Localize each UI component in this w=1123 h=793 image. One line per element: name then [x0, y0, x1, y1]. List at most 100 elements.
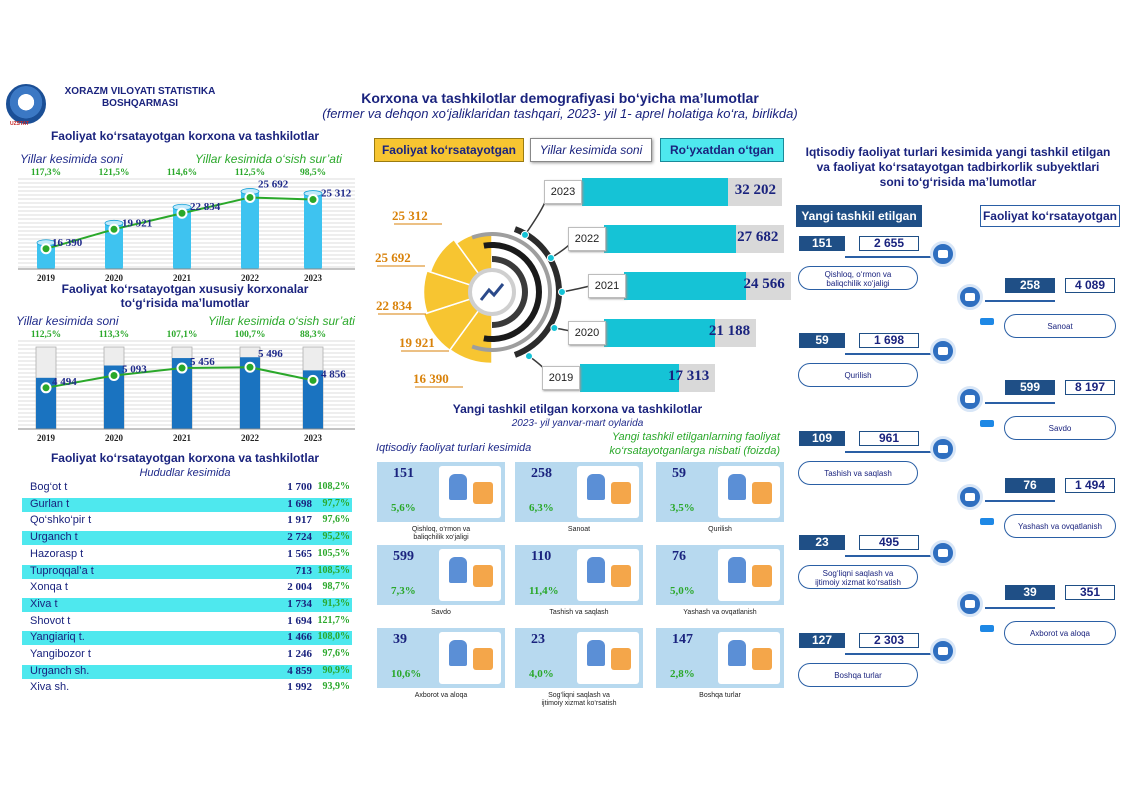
industry-icon — [930, 436, 956, 462]
region-pct: 93,9% — [322, 681, 351, 693]
active-total-box: 8 197 — [1065, 380, 1115, 395]
card-count: 59 — [672, 466, 686, 481]
industry-icon — [930, 638, 956, 664]
connector-line — [845, 451, 935, 453]
bar — [303, 370, 323, 429]
connector-dot — [558, 288, 566, 296]
category-card: 39 10,6% — [377, 628, 505, 688]
connector-marker — [980, 420, 994, 427]
active-right-note: Yillar kesimida o‘sish sur’ati — [195, 152, 342, 166]
industry-label[interactable]: Qurilish — [798, 363, 918, 387]
trend-point — [40, 382, 52, 394]
growth-label: 113,3% — [99, 330, 129, 340]
region-value: 1 700 — [287, 481, 312, 493]
region-pct: 90,9% — [322, 664, 351, 676]
trend-point — [176, 362, 188, 374]
category-illustration-icon — [439, 466, 501, 518]
new-left-note: Iqtisodiy faoliyat turlari kesimida — [376, 442, 532, 454]
industry-label[interactable]: Tashish va saqlash — [798, 461, 918, 485]
active-total-box: 4 089 — [1065, 278, 1115, 293]
industry-label[interactable]: Axborot va aloqa — [1004, 621, 1116, 645]
active-enterprises-chart: 16 390 117,3% 2019 19 921 121,5% 2020 22 834 11… — [18, 168, 355, 283]
trend-point — [307, 194, 319, 206]
card-label: Qishloq, o‘rmon va — [411, 526, 471, 533]
region-pct: 108,0% — [317, 631, 351, 643]
value-label: 4 494 — [52, 376, 77, 388]
tab-registered[interactable]: Ro‘yxatdan o‘tgan — [660, 138, 784, 162]
value-label: 22 834 — [190, 201, 221, 213]
card-count: 151 — [393, 466, 414, 481]
connector-marker — [980, 518, 994, 525]
new-count-badge: 109 — [799, 431, 845, 446]
active-total-box: 2 655 — [859, 236, 919, 251]
industry-label-line: Tashish va saqlash — [824, 469, 892, 478]
region-value: 1 246 — [287, 648, 312, 660]
category-illustration-icon — [439, 632, 501, 684]
region-row: Qo‘shko‘pir t 1 917 97,6% — [22, 514, 352, 528]
region-name: Tuproqqal’a t — [30, 564, 94, 577]
industry-label-line: Qurilish — [844, 371, 872, 380]
region-name: Hazorasp t — [30, 547, 84, 560]
private-left-note: Yillar kesimida soni — [16, 314, 119, 328]
region-name: Xiva t — [30, 597, 58, 610]
registered-bar-fill — [604, 319, 716, 347]
growth-label: 98,5% — [300, 168, 326, 178]
private-chart-title-2: to‘g‘risida ma’lumotlar — [120, 296, 250, 310]
region-pct: 97,7% — [322, 497, 351, 509]
active-total-box: 961 — [859, 431, 919, 446]
category-card: 599 7,3% — [377, 545, 505, 605]
card-count: 110 — [531, 549, 552, 564]
industry-label[interactable]: Qishloq, o‘rmon va baliqchilik xo‘jaligi — [798, 266, 918, 290]
region-value: 1 466 — [287, 631, 312, 644]
new-count-badge: 23 — [799, 535, 845, 550]
region-pct: 97,6% — [322, 514, 351, 526]
registered-year: 2019 — [542, 366, 580, 390]
connector-line — [985, 300, 1055, 302]
industry-label[interactable]: Savdo — [1004, 416, 1116, 440]
new-count-badge: 39 — [1005, 585, 1055, 600]
region-name: Bog‘ot t — [30, 481, 68, 493]
region-name: Yangiariq t. — [30, 631, 85, 644]
tab-years[interactable]: Yillar kesimida soni — [530, 138, 652, 162]
regions-subtitle: Hududlar kesimida — [139, 467, 231, 479]
region-pct: 108,5% — [317, 564, 351, 576]
card-count: 76 — [672, 549, 686, 564]
industry-label[interactable]: Sanoat — [1004, 314, 1116, 338]
region-row: Urganch t 2 724 95,2% — [22, 531, 352, 546]
new-count-badge: 127 — [799, 633, 845, 648]
value-label: 4 856 — [321, 368, 346, 380]
registered-year: 2022 — [568, 227, 606, 251]
industry-icon — [957, 591, 983, 617]
bar — [36, 377, 56, 429]
page-title: Korxona va tashkilotlar demografiyasi bo… — [361, 90, 759, 106]
card-label: Yashash va ovqatlanish — [683, 609, 757, 616]
industry-label[interactable]: Sog‘liqni saqlash va ijtimoiy xizmat ko‘r… — [798, 565, 918, 589]
tab-active[interactable]: Faoliyat ko‘rsatayotgan — [374, 138, 524, 162]
industry-label[interactable]: Yashash va ovqatlanish — [1004, 514, 1116, 538]
new-count-badge: 151 — [799, 236, 845, 251]
active-total-box: 351 — [1065, 585, 1115, 600]
connector-line — [985, 402, 1055, 404]
connector-line — [985, 500, 1055, 502]
bar — [304, 193, 322, 269]
industry-label-line: Sog‘liqni saqlash va — [822, 569, 894, 578]
registered-value: 24 566 — [743, 276, 785, 292]
right-tab-active[interactable]: Faoliyat ko‘rsatayotgan — [980, 205, 1120, 227]
registered-value: 32 202 — [734, 182, 776, 198]
registered-bar: 21 188 — [604, 319, 757, 347]
industry-icon — [930, 241, 956, 267]
region-value: 4 859 — [287, 664, 312, 677]
region-name: Gurlan t — [30, 497, 70, 510]
new-count-badge: 76 — [1005, 478, 1055, 493]
region-name: Shovot t — [30, 614, 71, 627]
growth-label: 117,3% — [31, 168, 61, 178]
right-tab-new[interactable]: Yangi tashkil etilgan — [796, 205, 922, 227]
organization-name: XORAZM VILOYATI STATISTIKA BOSHQARMASI — [64, 86, 216, 109]
region-name: Urganch sh. — [30, 664, 90, 677]
region-value: 1 698 — [287, 497, 312, 510]
object-shape — [473, 565, 493, 587]
industry-label[interactable]: Boshqa turlar — [798, 663, 918, 687]
uzstat-logo-icon — [6, 84, 46, 124]
region-row: Tuproqqal’a t 713 108,5% — [22, 564, 352, 579]
industry-label-line: ijtimoiy xizmat ko‘rsatish — [815, 578, 901, 587]
